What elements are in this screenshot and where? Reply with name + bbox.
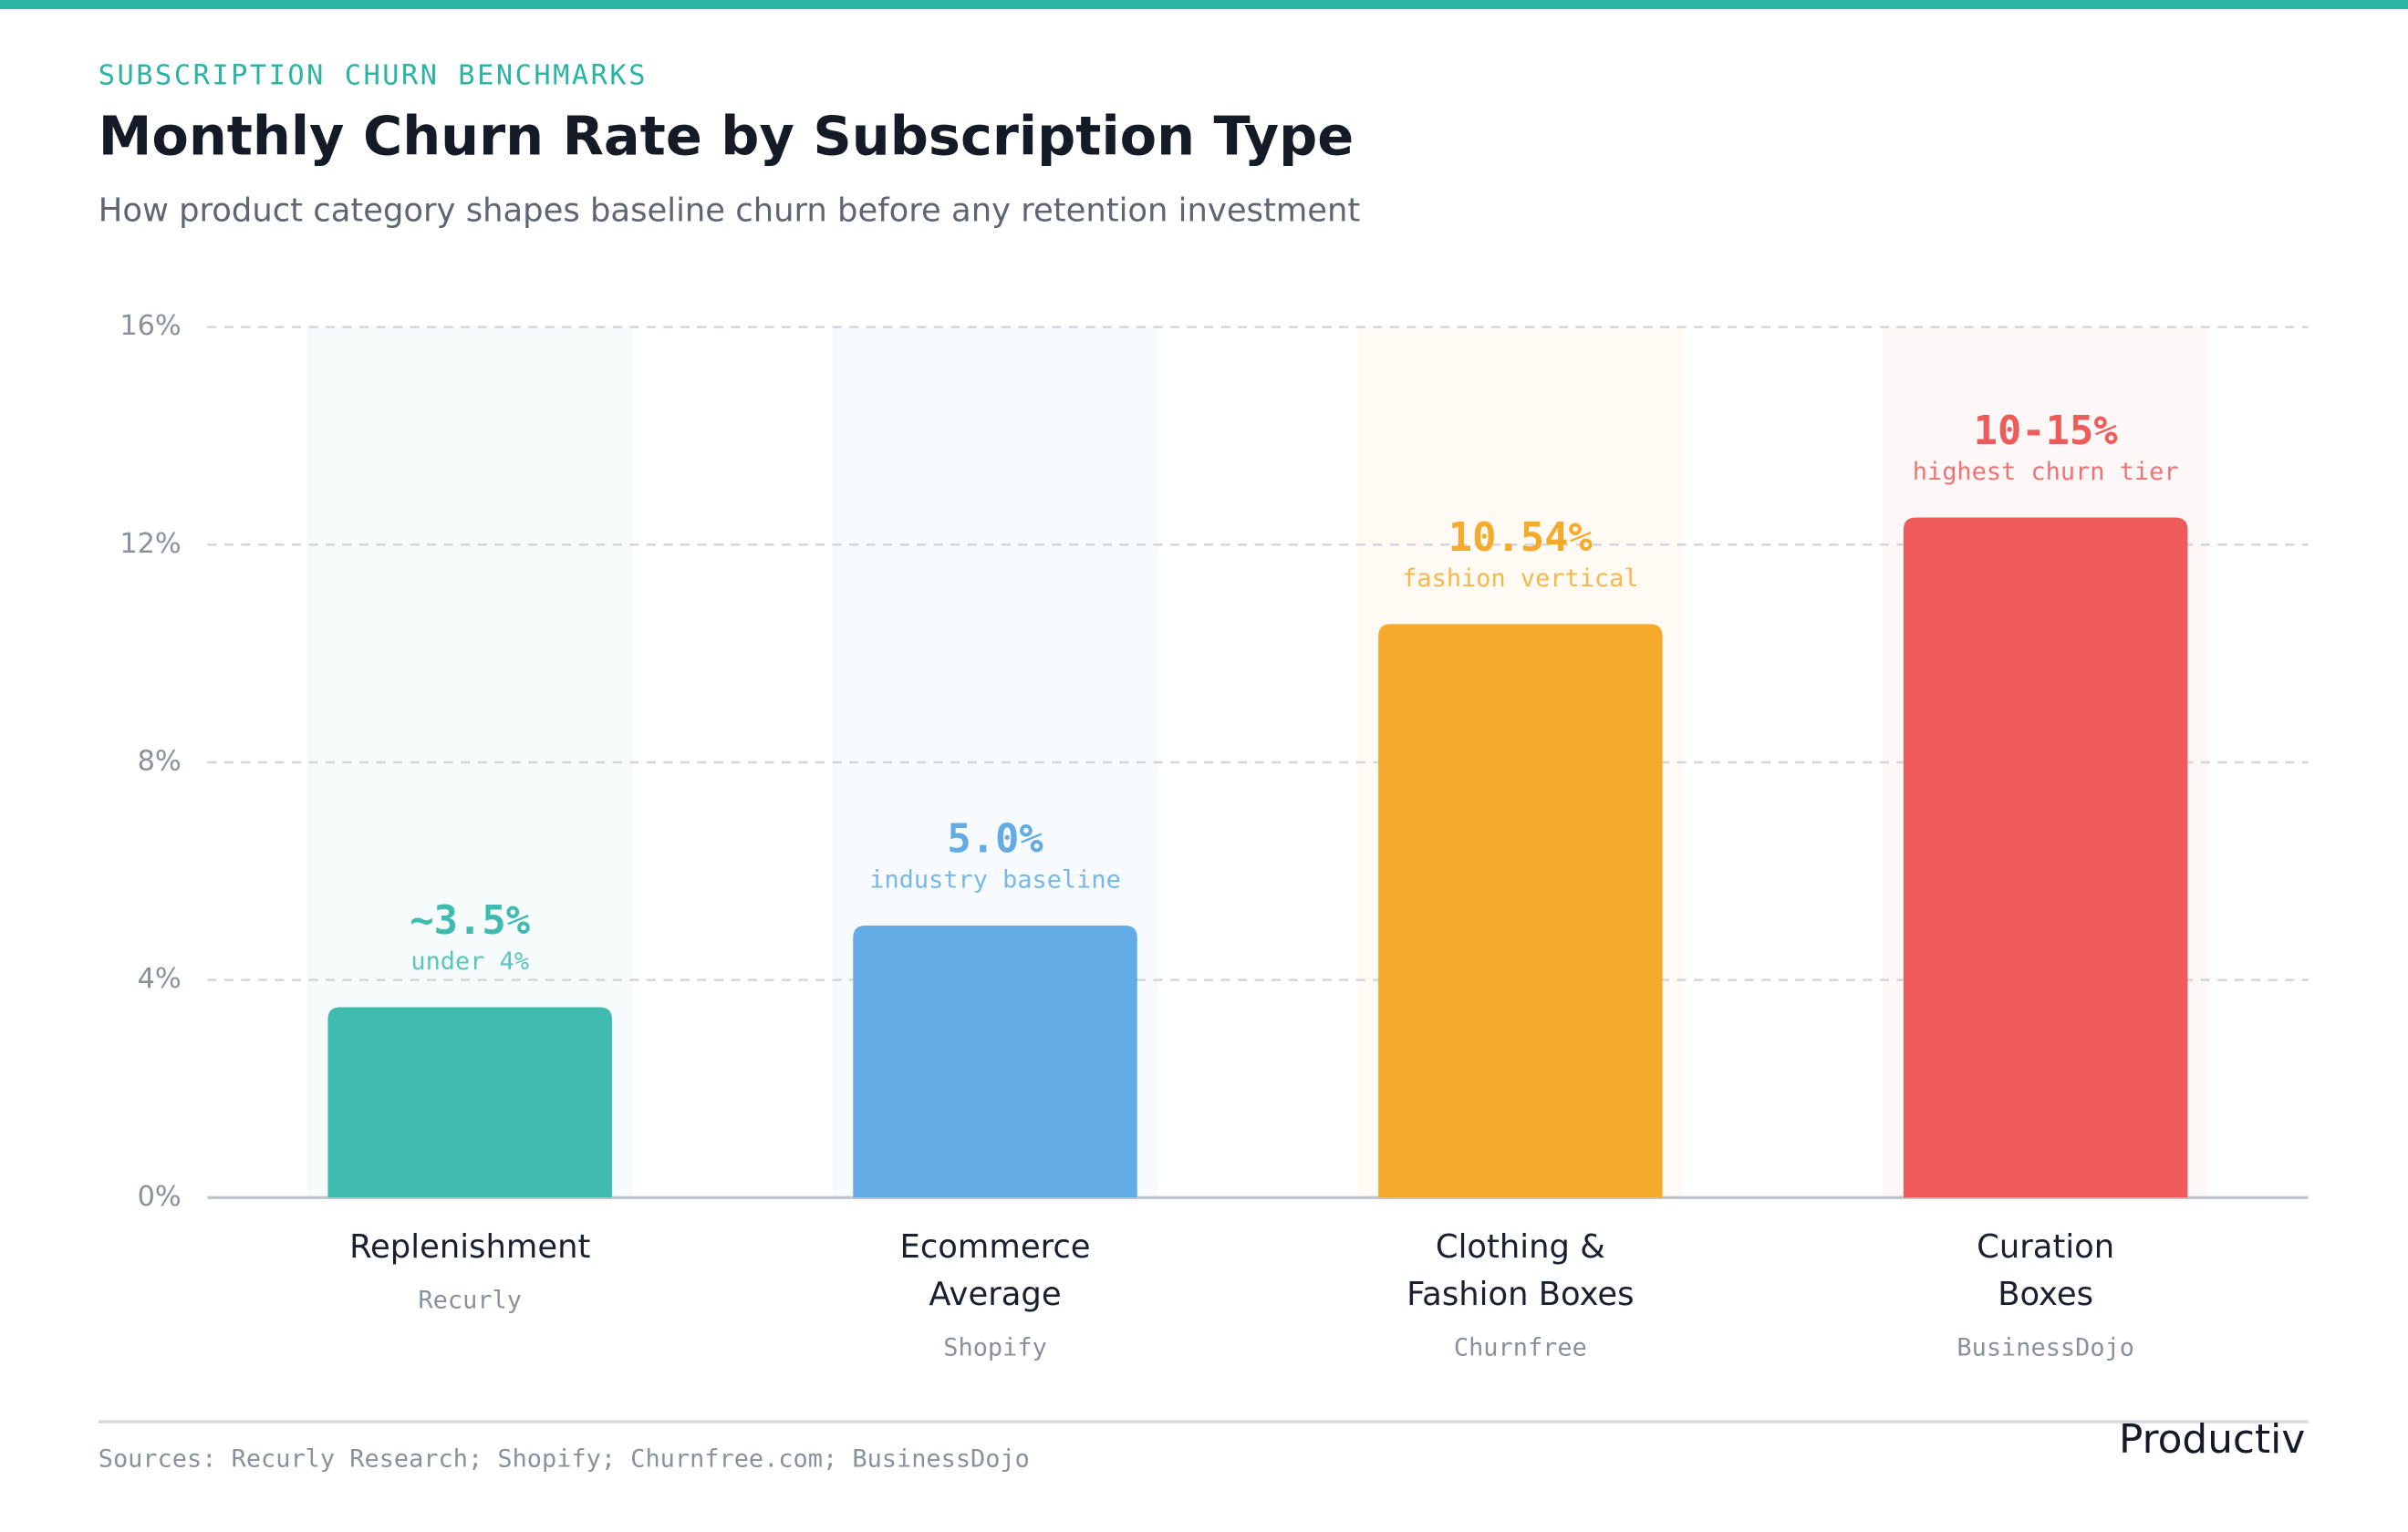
logo: Productiv [2119, 1416, 2305, 1463]
value-label: 10-15% [1974, 408, 2119, 454]
value-label: 10.54% [1448, 514, 1593, 561]
value-note: industry baseline [869, 866, 1121, 895]
category: Clothing & Fashion Boxes Churnfree [1321, 1224, 1720, 1362]
value-note: fashion vertical [1402, 564, 1638, 593]
eyebrow: SUBSCRIPTION CHURN BENCHMARKS [99, 60, 648, 92]
category: Curation Boxes BusinessDojo [1846, 1224, 2246, 1362]
y-tick-label: 0% [138, 1181, 182, 1213]
bar [327, 1007, 612, 1198]
x-tick-label: Ecommerce Average [899, 1227, 1091, 1313]
bar [1903, 517, 2188, 1198]
value-note: highest churn tier [1913, 458, 2179, 486]
value-label: ~3.5% [410, 897, 530, 944]
y-tick-label: 16% [119, 310, 181, 342]
y-tick-label: 12% [119, 528, 181, 560]
chart-title: Monthly Churn Rate by Subscription Type [99, 104, 1354, 167]
chart-subtitle: How product category shapes baseline chu… [99, 192, 1361, 229]
x-tick-label: Clothing & Fashion Boxes [1406, 1227, 1635, 1313]
x-tick-label: Curation Boxes [1977, 1227, 2115, 1313]
category-source: Churnfree [1453, 1332, 1587, 1362]
x-tick-label: Replenishment [349, 1227, 591, 1266]
category-source: Shopify [943, 1332, 1047, 1362]
bar [1378, 624, 1663, 1198]
category-source: BusinessDojo [1956, 1332, 2135, 1362]
category: Replenishment Recurly [270, 1224, 669, 1314]
value-note: under 4% [410, 947, 529, 976]
y-tick-label: 8% [138, 745, 182, 777]
bar [853, 925, 1137, 1198]
footer-sources: Sources: Recurly Research; Shopify; Chur… [99, 1445, 1030, 1474]
value-label: 5.0% [947, 815, 1043, 862]
category-source: Recurly [418, 1285, 522, 1315]
category: Ecommerce Average Shopify [795, 1224, 1195, 1362]
top-stripe [0, 0, 2408, 10]
y-tick-label: 4% [138, 963, 182, 995]
